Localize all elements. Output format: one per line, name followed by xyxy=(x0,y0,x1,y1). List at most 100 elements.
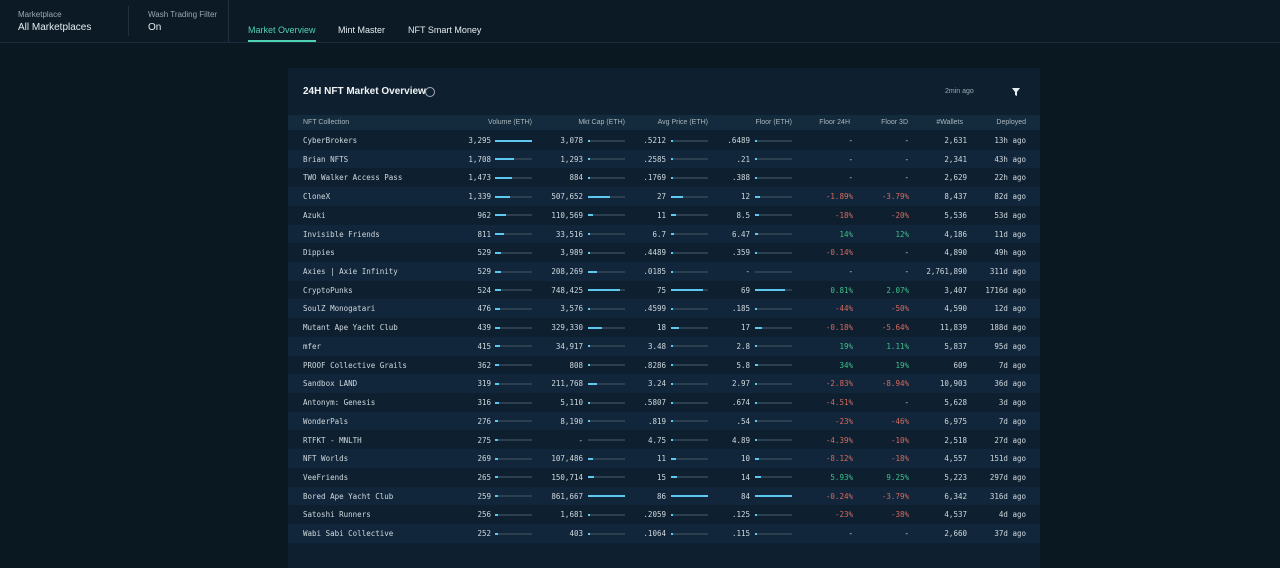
cell: 4,186 xyxy=(944,229,967,239)
row-stripe xyxy=(288,411,1040,431)
cell: 362 xyxy=(477,360,491,370)
column-header[interactable]: NFT Collection xyxy=(303,119,350,126)
bar-fill xyxy=(671,513,673,516)
cell: - xyxy=(904,154,909,164)
cell: 14% xyxy=(839,229,853,239)
cell: 8.5 xyxy=(736,210,750,220)
bar-fill xyxy=(588,270,597,273)
collection-name: mfer xyxy=(303,341,322,351)
cell: 19% xyxy=(839,341,853,351)
cell: -10% xyxy=(890,435,909,445)
cell: 2,629 xyxy=(944,173,967,183)
bar-fill xyxy=(755,345,757,348)
value-bar xyxy=(495,289,532,292)
collection-name: Sandbox LAND xyxy=(303,379,358,389)
bar-fill xyxy=(495,513,498,516)
cell: 4,557 xyxy=(944,454,967,464)
bar-fill xyxy=(671,158,673,161)
bar-fill xyxy=(588,326,603,329)
updated-time: 2min ago xyxy=(945,88,974,95)
cell: 211,768 xyxy=(551,379,583,389)
cell: 12d ago xyxy=(994,304,1026,314)
cell: -2.83% xyxy=(825,379,853,389)
bar-fill xyxy=(671,382,673,385)
bar-fill xyxy=(755,195,761,198)
bar-fill xyxy=(588,233,590,236)
cell: -18% xyxy=(834,210,853,220)
panel-title: 24H NFT Market Overview xyxy=(303,86,426,97)
collection-name: NFT Worlds xyxy=(303,454,349,464)
bar-fill xyxy=(588,289,621,292)
value-bar xyxy=(755,420,792,423)
cell: - xyxy=(904,136,909,145)
value-bar xyxy=(671,457,708,460)
bar-fill xyxy=(671,251,673,254)
cell: 311d ago xyxy=(989,267,1026,277)
filter-icon[interactable] xyxy=(1012,88,1020,96)
cell: 5,536 xyxy=(944,210,967,220)
cell: 11 xyxy=(656,210,666,220)
cell: 3.24 xyxy=(647,379,666,389)
bar-fill xyxy=(671,401,673,404)
value-bar xyxy=(588,176,625,179)
cell: -1.89% xyxy=(825,192,853,202)
value-bar xyxy=(671,532,708,535)
cell: 6.47 xyxy=(731,229,750,239)
value-bar xyxy=(671,233,708,236)
cell: - xyxy=(904,173,909,183)
cell: -18% xyxy=(890,454,909,464)
bar-fill xyxy=(495,176,512,179)
wash-filter-select[interactable]: On xyxy=(148,22,162,33)
tab[interactable]: Mint Master xyxy=(338,25,386,35)
value-bar xyxy=(755,364,792,367)
column-header[interactable]: Deployed xyxy=(996,119,1026,126)
column-header[interactable]: Floor 24H xyxy=(819,119,850,126)
tab-active[interactable]: Market Overview xyxy=(248,25,316,42)
column-header[interactable]: Mkt Cap (ETH) xyxy=(578,119,625,126)
collection-name: PROOF Collective Grails xyxy=(303,360,407,370)
bar-fill xyxy=(588,401,590,404)
value-bar xyxy=(495,195,532,198)
cell: 12 xyxy=(740,192,750,202)
label: Marketplace xyxy=(18,10,62,19)
marketplace-select[interactable]: All Marketplaces xyxy=(18,22,92,33)
value-bar xyxy=(495,420,532,423)
collection-name: Antonym: Genesis xyxy=(303,398,376,408)
tab[interactable]: NFT Smart Money xyxy=(408,25,482,35)
column-header[interactable]: Floor (ETH) xyxy=(755,119,792,126)
bar-fill xyxy=(588,176,590,179)
bar-fill xyxy=(755,158,757,161)
bar-fill xyxy=(671,532,673,535)
collection-name: Axies | Axie Infinity xyxy=(303,267,398,277)
row-stripe xyxy=(288,149,1040,169)
column-header[interactable]: Volume (ETH) xyxy=(488,119,532,126)
cell: 2,660 xyxy=(944,529,967,539)
value-bar xyxy=(588,289,625,292)
collection-name: Satoshi Runners xyxy=(303,510,371,520)
cell: 4,537 xyxy=(944,510,967,520)
info-icon[interactable] xyxy=(425,87,435,97)
column-header[interactable]: Avg Price (ETH) xyxy=(657,119,708,126)
value-bar xyxy=(671,307,708,310)
column-header[interactable]: Floor 3D xyxy=(881,119,908,126)
bar-fill xyxy=(671,495,708,498)
column-header[interactable]: #Wallets xyxy=(936,119,963,126)
value-bar xyxy=(495,214,532,217)
cell: 1,681 xyxy=(560,510,583,520)
value-bar xyxy=(495,382,532,385)
cell: - xyxy=(904,529,909,539)
cell: 2,761,890 xyxy=(926,267,967,277)
header-row xyxy=(288,115,1040,130)
cell: 403 xyxy=(569,529,583,539)
cell: -0.18% xyxy=(825,323,853,333)
value-bar xyxy=(671,176,708,179)
cell: .4599 xyxy=(643,304,666,314)
cell: 82d ago xyxy=(994,192,1026,202)
cell: 4.89 xyxy=(731,435,750,445)
bar-fill xyxy=(495,476,498,479)
cell: 297d ago xyxy=(989,472,1026,482)
cell: - xyxy=(578,435,583,445)
cell: -50% xyxy=(890,304,909,314)
cell: 15 xyxy=(656,472,666,482)
